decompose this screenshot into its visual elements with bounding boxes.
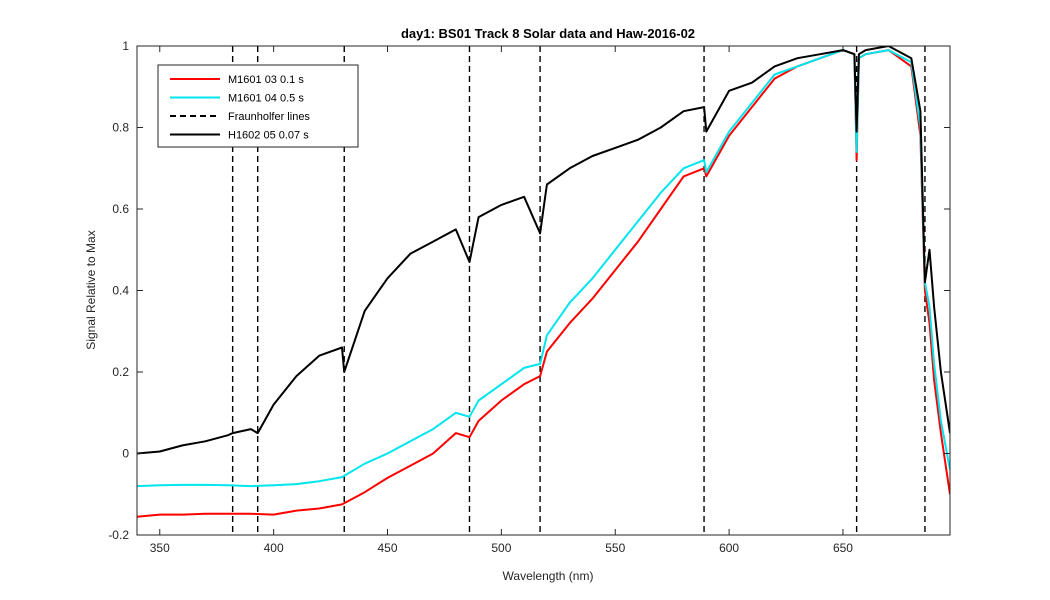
x-tick-label: 650 [833, 541, 853, 555]
y-tick-label: -0.2 [108, 528, 129, 542]
x-tick-label: 350 [150, 541, 170, 555]
y-tick-label: 0.8 [112, 121, 129, 135]
x-tick-label: 450 [377, 541, 397, 555]
y-tick-label: 1 [122, 39, 129, 53]
series-line-2 [137, 49, 950, 488]
legend-label: Fraunholfer lines [228, 111, 310, 123]
y-tick-label: 0.6 [112, 202, 129, 216]
y-tick-label: 0 [122, 447, 129, 461]
x-tick-label: 500 [491, 541, 511, 555]
y-axis-label: Signal Relative to Max [84, 230, 98, 349]
chart-title: day1: BS01 Track 8 Solar data and Haw-20… [401, 26, 695, 41]
legend-label: M1601 03 0.1 s [228, 74, 304, 86]
series-line-3 [137, 46, 950, 455]
x-tick-label: 550 [605, 541, 625, 555]
plot-area: 350 400 450 500 550 600 650 -0.2 0 0.2 0.4 0.6 0.8 1 M… [108, 39, 951, 555]
legend-label: M1601 04 0.5 s [228, 93, 304, 105]
legend-label: H1602 05 0.07 s [228, 130, 309, 142]
y-tick-label: 0.4 [112, 284, 129, 298]
x-tick-label: 600 [719, 541, 739, 555]
x-axis-label: Wavelength (nm) [503, 569, 594, 583]
y-tick-label: 0.2 [112, 365, 129, 379]
x-tick-label: 400 [264, 541, 284, 555]
legend: M1601 03 0.1 s M1601 04 0.5 s Fraunholfer … [157, 64, 359, 148]
